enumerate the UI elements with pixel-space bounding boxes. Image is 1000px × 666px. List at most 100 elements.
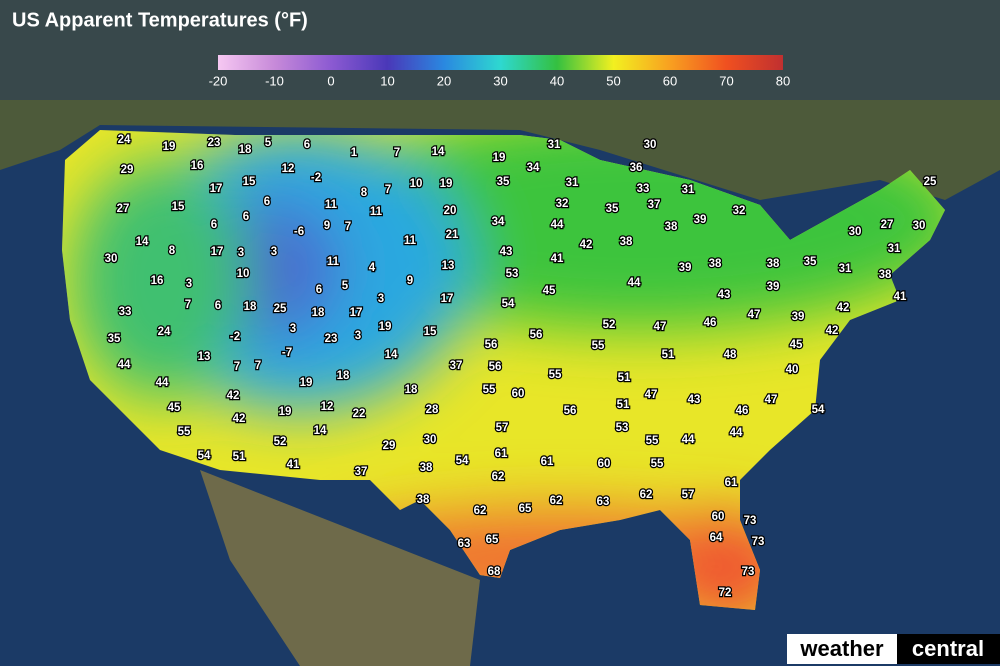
temperature-reading: 7: [345, 221, 351, 233]
temperature-reading: 65: [519, 503, 532, 515]
temperature-reading: 27: [881, 219, 894, 231]
temperature-reading: 7: [385, 184, 391, 196]
temperature-reading: 40: [786, 364, 799, 376]
temperature-reading: 11: [327, 256, 340, 268]
temperature-reading: 38: [879, 269, 892, 281]
scale-tick-label: 0: [327, 73, 334, 88]
temperature-reading: 44: [682, 434, 695, 446]
temperature-reading: 42: [227, 390, 240, 402]
temperature-reading: 8: [169, 245, 176, 257]
temperature-reading: 31: [566, 177, 579, 189]
temperature-reading: 55: [651, 458, 664, 470]
temperature-reading: 35: [606, 203, 619, 215]
temperature-reading: 5: [342, 280, 349, 292]
temperature-reading: 47: [654, 321, 667, 333]
temperature-reading: 52: [603, 319, 616, 331]
temperature-reading: 60: [712, 511, 725, 523]
temperature-reading: 37: [450, 360, 463, 372]
temperature-reading: 38: [665, 221, 678, 233]
temperature-reading: 21: [446, 229, 459, 241]
temperature-reading: 4: [369, 262, 376, 274]
temperature-reading: 20: [444, 205, 457, 217]
temperature-reading: 54: [812, 404, 825, 416]
temperature-reading: 41: [287, 459, 300, 471]
temperature-reading: 73: [742, 566, 755, 578]
temperature-reading: -2: [311, 172, 321, 184]
scale-tick-label: 30: [493, 73, 507, 88]
temperature-reading: 30: [105, 253, 118, 265]
temperature-reading: 37: [355, 466, 368, 478]
temperature-reading: 1: [351, 147, 358, 159]
temperature-reading: 28: [426, 404, 439, 416]
temperature-reading: 23: [325, 333, 338, 345]
temperature-reading: 30: [644, 139, 657, 151]
temperature-reading: 14: [136, 236, 149, 248]
temperature-reading: 42: [826, 325, 839, 337]
temperature-reading: 27: [117, 203, 130, 215]
temperature-reading: 30: [913, 220, 926, 232]
color-scale: [218, 55, 783, 70]
temperature-reading: 60: [598, 458, 611, 470]
temperature-reading: 9: [407, 275, 413, 287]
temperature-reading: 19: [300, 377, 313, 389]
temperature-reading: 7: [255, 360, 261, 372]
temperature-reading: 44: [156, 377, 169, 389]
temperature-reading: 3: [238, 247, 244, 259]
temperature-reading: 3: [355, 330, 361, 342]
temperature-reading: 6: [243, 211, 249, 223]
temperature-reading: 24: [118, 134, 131, 146]
temperature-reading: 38: [709, 258, 722, 270]
temperature-reading: 72: [719, 587, 732, 599]
temperature-reading: 29: [121, 164, 134, 176]
temperature-reading: 41: [894, 291, 907, 303]
header-bar: [0, 0, 1000, 100]
temperature-reading: 39: [767, 281, 780, 293]
temperature-reading: 45: [790, 339, 803, 351]
temperature-reading: 62: [492, 471, 505, 483]
temperature-reading: 38: [417, 494, 430, 506]
temperature-reading: 44: [730, 427, 743, 439]
temperature-reading: 6: [211, 219, 217, 231]
temperature-reading: 73: [744, 515, 757, 527]
temperature-reading: 8: [361, 187, 368, 199]
scale-tick-label: 20: [437, 73, 451, 88]
temperature-reading: 33: [119, 306, 132, 318]
temperature-reading: -7: [282, 347, 292, 359]
temperature-reading: 18: [239, 144, 252, 156]
temperature-reading: 61: [495, 448, 508, 460]
temperature-reading: 73: [752, 536, 765, 548]
temperature-reading: 5: [265, 137, 272, 149]
temperature-reading: 41: [551, 253, 564, 265]
temperature-reading: 51: [662, 349, 675, 361]
temperature-reading: 63: [597, 496, 610, 508]
scale-tick-label: 60: [663, 73, 677, 88]
temperature-reading: 30: [424, 434, 437, 446]
scale-tick-label: 10: [380, 73, 394, 88]
temperature-reading: 35: [108, 333, 121, 345]
temperature-reading: 16: [151, 275, 164, 287]
temperature-reading: 18: [337, 370, 350, 382]
temperature-reading: 44: [628, 277, 641, 289]
temperature-reading: 56: [530, 329, 543, 341]
logo-text: weather: [799, 636, 884, 661]
temperature-reading: -6: [294, 226, 304, 238]
temperature-reading: 48: [724, 349, 737, 361]
scale-tick-label: 50: [606, 73, 620, 88]
temperature-reading: 29: [383, 440, 396, 452]
temperature-reading: 43: [500, 246, 513, 258]
temperature-reading: 3: [378, 293, 384, 305]
temperature-reading: 34: [492, 216, 505, 228]
scale-tick-label: 80: [776, 73, 790, 88]
temperature-reading: 47: [765, 394, 778, 406]
temperature-reading: 42: [837, 302, 850, 314]
temperature-reading: 35: [804, 256, 817, 268]
temperature-reading: 3: [186, 278, 192, 290]
scale-tick-label: -20: [209, 73, 228, 88]
temperature-reading: 65: [486, 534, 499, 546]
temperature-reading: 52: [274, 436, 287, 448]
temperature-reading: 42: [580, 239, 593, 251]
temperature-reading: 31: [548, 139, 561, 151]
temperature-reading: 17: [211, 246, 224, 258]
temperature-reading: 10: [237, 268, 250, 280]
temperature-reading: 10: [410, 178, 423, 190]
